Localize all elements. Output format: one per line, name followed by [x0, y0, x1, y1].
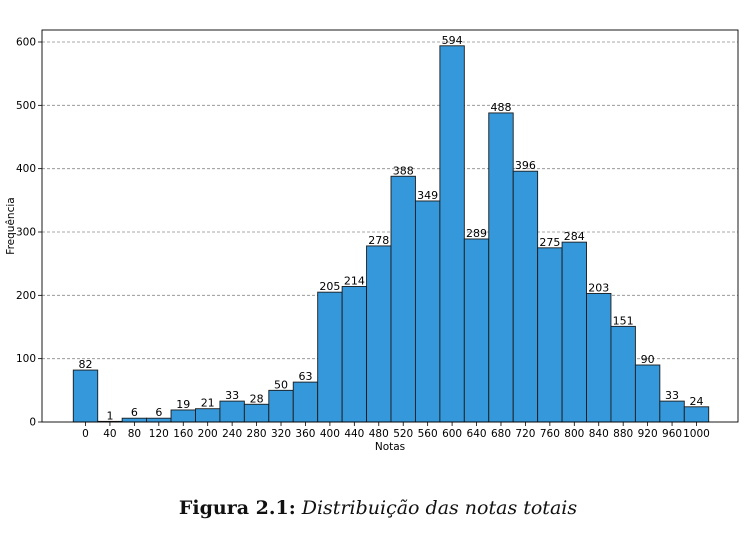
caption-text: Distribuição das notas totais — [301, 497, 578, 519]
x-axis-title: Notas — [375, 441, 405, 453]
bar — [292, 381, 319, 423]
bar — [561, 241, 587, 423]
bar-value-label: 205 — [319, 280, 340, 293]
bar-value-label: 388 — [393, 164, 414, 177]
bar-value-label: 488 — [490, 101, 511, 114]
plot-frame — [41, 29, 739, 423]
x-tick-label: 160 — [173, 428, 193, 440]
x-tick-label: 280 — [247, 428, 267, 440]
bar — [683, 406, 710, 423]
y-tick-label: 100 — [16, 353, 36, 365]
bar-value-label: 24 — [690, 395, 704, 408]
x-tick-label: 320 — [271, 428, 291, 440]
bar-value-label: 33 — [225, 389, 239, 402]
bar — [463, 238, 490, 423]
bar-value-label: 151 — [613, 314, 634, 327]
y-tick-label: 500 — [16, 100, 36, 112]
caption-label: Figura 2.1: — [178, 497, 296, 519]
bar — [586, 292, 612, 423]
x-tick-label: 960 — [662, 428, 682, 440]
y-tick-label: 300 — [16, 227, 36, 239]
bar-value-label: 275 — [539, 236, 560, 249]
y-tick-label: 600 — [16, 37, 36, 49]
x-tick-label: 1000 — [683, 428, 710, 440]
bar — [537, 247, 563, 423]
y-axis-title: Frequência — [5, 197, 17, 254]
bar — [659, 400, 685, 423]
bar-value-label: 21 — [201, 397, 215, 410]
figure-caption: Figura 2.1: Distribuição das notas totai… — [0, 497, 756, 519]
x-tick-label: 720 — [515, 428, 535, 440]
axes-group: 0 100 200 300 400 500 600 0 40 80 120 160 200 240 280 3… — [16, 29, 739, 440]
bar-value-label: 28 — [250, 392, 264, 405]
x-tick-label: 760 — [540, 428, 560, 440]
bar-value-label: 278 — [368, 234, 389, 247]
bar-value-label: 203 — [588, 281, 609, 294]
bar-value-label: 284 — [564, 230, 585, 243]
bar-value-label: 594 — [442, 34, 463, 47]
bar-value-label: 90 — [641, 353, 655, 366]
bar-value-label: 63 — [298, 370, 312, 383]
bar-value-label: 50 — [274, 378, 288, 391]
bar — [268, 389, 294, 423]
bar — [414, 200, 441, 423]
x-tick-label: 440 — [344, 428, 364, 440]
bar — [170, 409, 196, 423]
x-tick-label: 80 — [128, 428, 141, 440]
x-tick-label: 680 — [491, 428, 511, 440]
bar — [512, 170, 539, 423]
bar-value-label: 214 — [344, 274, 365, 287]
x-tick-label: 920 — [638, 428, 658, 440]
x-tick-label: 0 — [82, 428, 89, 440]
x-tick-label: 480 — [369, 428, 389, 440]
bar — [634, 364, 661, 423]
bar-value-label: 33 — [665, 389, 679, 402]
bar — [243, 403, 270, 423]
x-tick-label: 560 — [418, 428, 438, 440]
x-tick-label: 880 — [613, 428, 633, 440]
x-tick-label: 520 — [393, 428, 413, 440]
bar — [390, 175, 416, 423]
bar-value-label: 396 — [515, 159, 536, 172]
bar — [219, 400, 245, 423]
bar — [195, 408, 221, 423]
bar — [439, 45, 465, 423]
x-tick-label: 240 — [222, 428, 242, 440]
x-tick-label: 120 — [149, 428, 169, 440]
x-tick-label: 40 — [103, 428, 116, 440]
bar-value-label: 19 — [176, 398, 190, 411]
bar — [366, 245, 392, 423]
x-tick-label: 840 — [589, 428, 609, 440]
x-tick-label: 600 — [442, 428, 462, 440]
y-tick-label: 200 — [16, 290, 36, 302]
bar-value-label: 6 — [131, 406, 138, 419]
bar-value-label: 289 — [466, 227, 487, 240]
y-tick-label: 400 — [16, 163, 36, 175]
bar — [610, 325, 636, 423]
x-tick-label: 800 — [564, 428, 584, 440]
x-tick-label: 360 — [295, 428, 315, 440]
bar-value-label: 349 — [417, 189, 438, 202]
bar-value-label: 82 — [79, 358, 93, 371]
x-tick-label: 200 — [198, 428, 218, 440]
bar — [317, 291, 343, 423]
bar — [488, 112, 514, 423]
x-tick-label: 640 — [467, 428, 487, 440]
y-tick-label: 0 — [29, 417, 36, 429]
bars-group — [72, 45, 710, 423]
bar-value-label: 6 — [155, 406, 162, 419]
x-tick-label: 400 — [320, 428, 340, 440]
bar-value-label: 1 — [106, 409, 113, 422]
bar — [72, 369, 99, 423]
bar — [341, 286, 368, 423]
